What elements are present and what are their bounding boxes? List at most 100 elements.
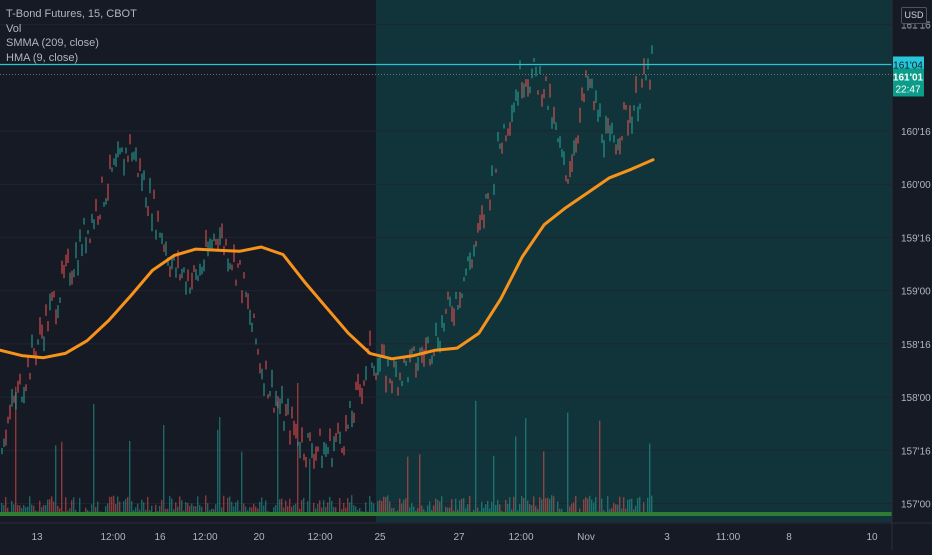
- volume-bar: [205, 495, 207, 516]
- volume-bar: [199, 505, 201, 516]
- volume-bar: [231, 501, 233, 516]
- volume-bar: [385, 497, 387, 516]
- volume-bar: [543, 451, 545, 516]
- volume-bar: [481, 501, 483, 516]
- volume-bar: [353, 505, 355, 516]
- current-price-text: 161'04: [893, 60, 923, 71]
- price-tick-label: 161'16: [901, 21, 931, 32]
- volume-bar: [227, 497, 229, 516]
- volume-bar: [339, 498, 341, 516]
- volume-bar: [283, 507, 285, 516]
- volume-bar: [467, 504, 469, 516]
- price-tick-label: 157'00: [901, 500, 931, 511]
- volume-bar: [505, 499, 507, 516]
- volume-bar: [123, 501, 125, 516]
- volume-bar: [327, 502, 329, 516]
- volume-layer: [0, 383, 892, 516]
- time-tick-label: 13: [31, 532, 43, 543]
- volume-bar: [349, 502, 351, 516]
- volume-bar: [529, 504, 531, 516]
- volume-bar: [333, 506, 335, 516]
- price-tick-label: 160'16: [901, 127, 931, 138]
- volume-bar: [509, 497, 511, 516]
- volume-bar: [73, 497, 75, 516]
- grid-layer: [0, 24, 892, 505]
- volume-bar: [575, 495, 577, 516]
- volume-bar: [441, 496, 443, 516]
- volume-bar: [461, 498, 463, 516]
- volume-bar: [347, 497, 349, 516]
- volume-bar: [455, 498, 457, 516]
- legend-vol[interactable]: Vol: [6, 22, 22, 35]
- volume-bar: [513, 496, 515, 516]
- volume-bar: [201, 506, 203, 516]
- volume-bar: [163, 425, 165, 516]
- volume-bar: [627, 499, 629, 516]
- volume-bar: [613, 502, 615, 516]
- volume-bar: [191, 503, 193, 516]
- volume-bar: [181, 500, 183, 516]
- volume-bar: [15, 386, 17, 516]
- time-tick-label: 12:00: [100, 532, 125, 543]
- time-tick-label: Nov: [577, 532, 595, 543]
- time-tick-label: 27: [453, 532, 465, 543]
- legend-smma[interactable]: SMMA (209, close): [6, 37, 99, 49]
- volume-bar: [279, 499, 281, 516]
- volume-bar: [387, 495, 389, 516]
- volume-bar: [159, 505, 161, 516]
- time-tick-label: 3: [664, 532, 670, 543]
- volume-bar: [373, 503, 375, 516]
- highlight-zone: [376, 0, 892, 522]
- volume-bar: [595, 496, 597, 516]
- volume-bar: [113, 495, 115, 516]
- volume-bar: [533, 496, 535, 516]
- volume-bar: [487, 500, 489, 516]
- axis-layer: 161'16 160'16 160'00 159'16 159'00 158'16 158'…: [31, 21, 931, 543]
- volume-bar: [483, 507, 485, 516]
- volume-bar: [169, 495, 171, 516]
- volume-bar: [379, 500, 381, 516]
- volume-bar: [71, 500, 73, 516]
- volume-bar: [309, 458, 311, 516]
- volume-bar: [321, 507, 323, 516]
- volume-bar: [115, 504, 117, 516]
- volume-bar: [39, 500, 41, 516]
- currency-button[interactable]: USD: [901, 7, 927, 24]
- legend-hma[interactable]: HMA (9, close): [6, 51, 79, 64]
- volume-bar: [107, 503, 109, 516]
- volume-bar: [585, 497, 587, 516]
- time-tick-label: 16: [154, 532, 166, 543]
- price-tick-label: 157'16: [901, 446, 931, 457]
- volume-bar: [459, 500, 461, 516]
- volume-bar: [427, 505, 429, 516]
- volume-bar: [371, 501, 373, 516]
- volume-bar: [25, 507, 27, 516]
- volume-bar: [17, 505, 19, 516]
- volume-bar: [291, 506, 293, 516]
- volume-bar: [541, 499, 543, 516]
- volume-bar: [429, 501, 431, 516]
- volume-bar: [435, 498, 437, 516]
- volume-bar: [587, 498, 589, 516]
- volume-bar: [507, 503, 509, 516]
- legend-symbol[interactable]: T-Bond Futures, 15, CBOT: [6, 8, 137, 20]
- volume-bar: [547, 497, 549, 516]
- price-tick-label: 159'00: [901, 287, 931, 298]
- volume-bar: [79, 497, 81, 516]
- volume-bar: [223, 495, 225, 516]
- last-price-text: 161'01: [893, 72, 924, 83]
- volume-bar: [253, 503, 255, 516]
- volume-bar: [117, 496, 119, 516]
- volume-bar: [451, 499, 453, 516]
- volume-bar: [233, 506, 235, 516]
- volume-bar: [623, 497, 625, 516]
- volume-bar: [147, 496, 149, 516]
- volume-bar: [195, 506, 197, 516]
- volume-bar: [553, 496, 555, 516]
- volume-bar: [355, 506, 357, 516]
- volume-bar: [131, 501, 133, 516]
- volume-bar: [399, 498, 401, 516]
